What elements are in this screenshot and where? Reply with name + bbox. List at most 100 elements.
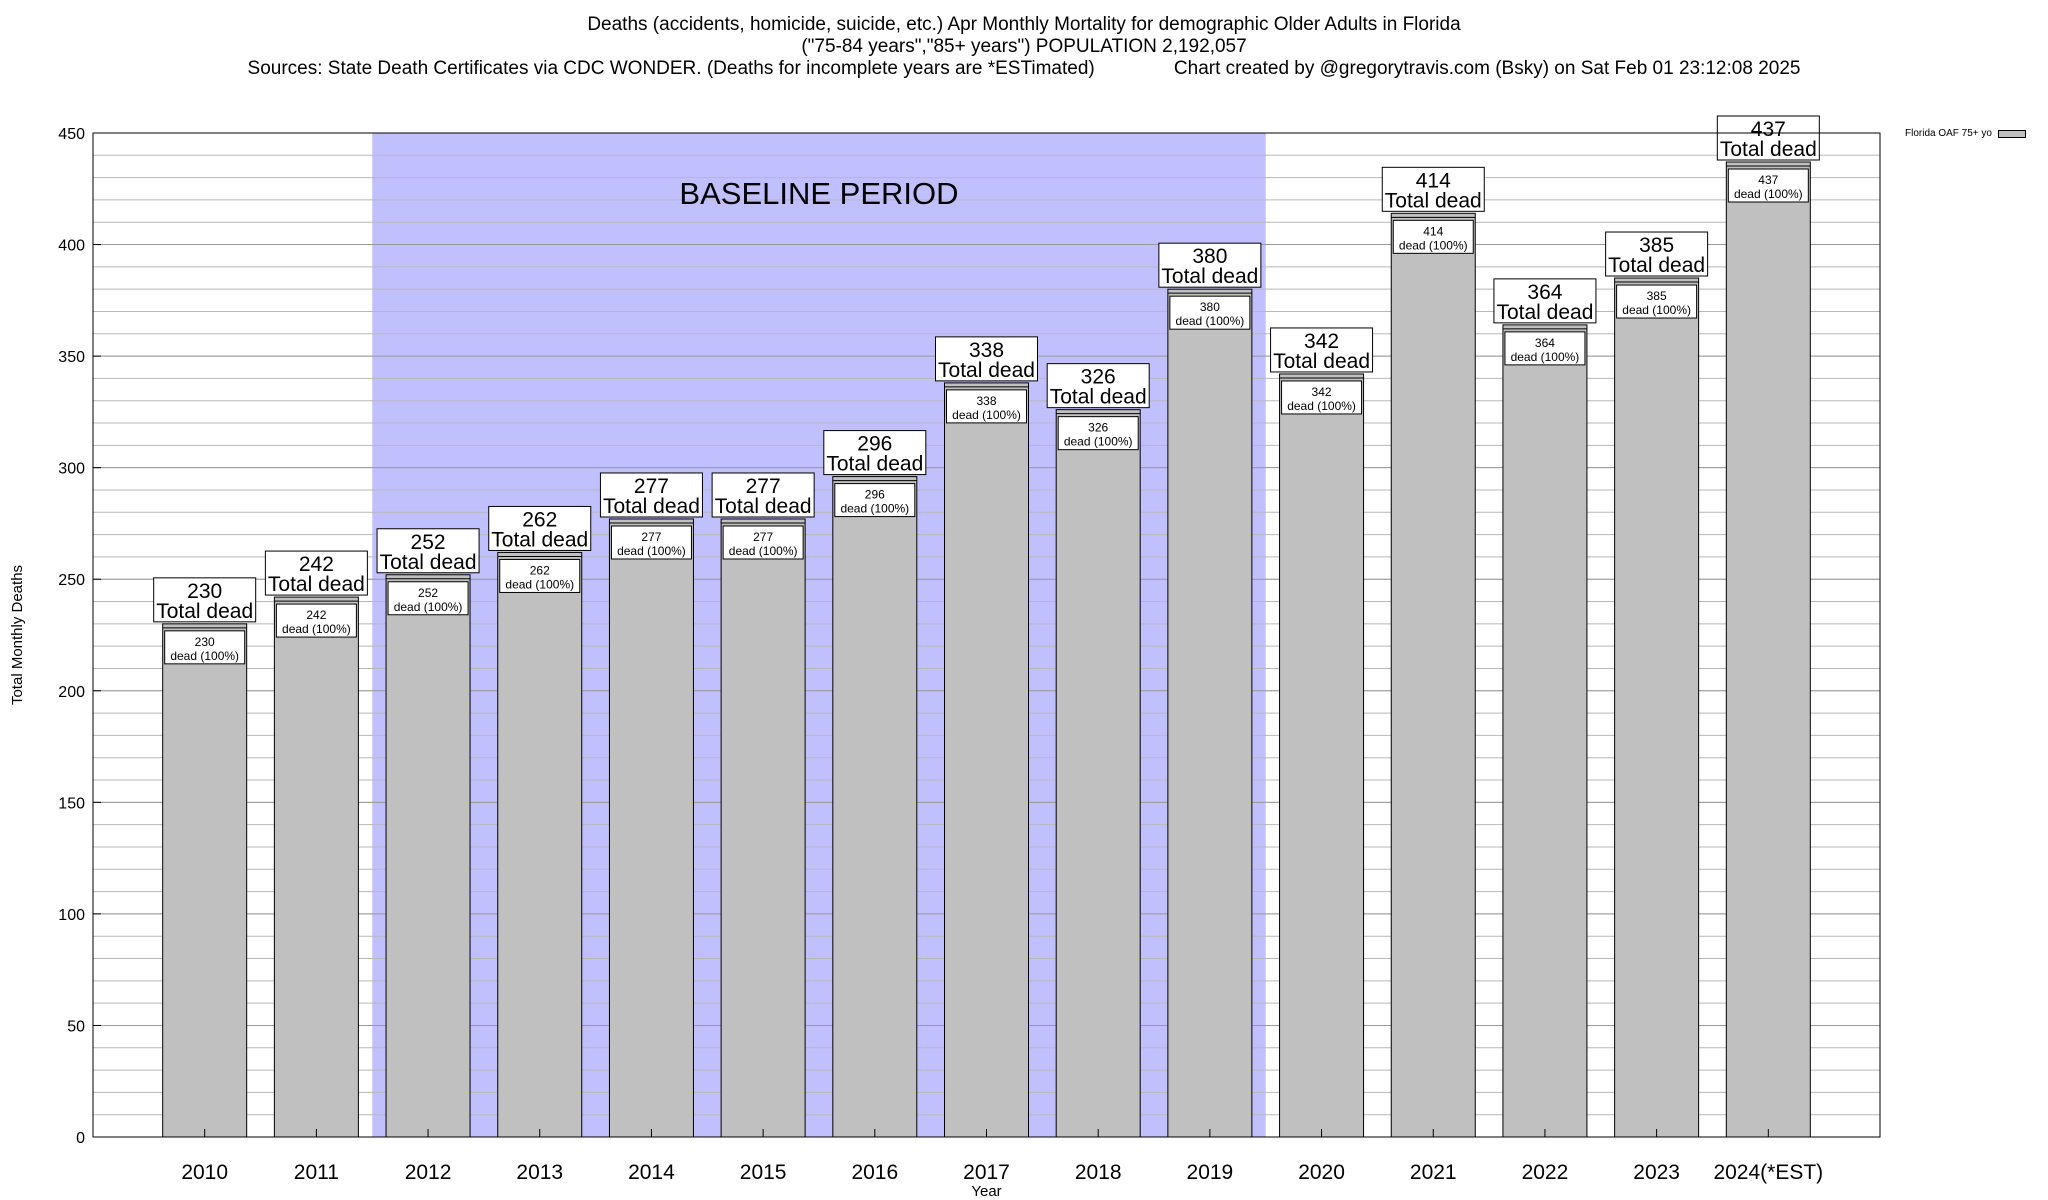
total-label-text: Total dead: [1385, 189, 1482, 212]
bar-inner-label-box: [610, 525, 692, 560]
y-tick-label: 0: [76, 1130, 85, 1147]
x-tick-label: 2017: [963, 1161, 1010, 1184]
total-label-text: Total dead: [491, 528, 588, 551]
bar: [162, 623, 248, 1138]
total-label-text: Total dead: [268, 573, 365, 596]
chart-title: Deaths (accidents, homicide, suicide, et…: [587, 14, 1461, 35]
bar-inner-label: dead (100%): [1287, 399, 1356, 413]
bar-inner-value: 242: [306, 608, 326, 622]
y-tick-label: 400: [58, 238, 85, 255]
total-label-box: [1270, 327, 1374, 373]
bar-inner-label: dead (100%): [1176, 314, 1245, 328]
total-label-value: 296: [857, 433, 892, 456]
total-label-value: 414: [1416, 169, 1451, 192]
bar-inner-label: dead (100%): [617, 544, 686, 558]
x-tick-label: 2021: [1410, 1161, 1457, 1184]
total-label-text: Total dead: [1050, 386, 1147, 409]
bar-inner-label: dead (100%): [1622, 303, 1691, 317]
bar-inner-value: 414: [1423, 224, 1443, 238]
bar-inner-label-box: [387, 581, 469, 616]
total-label-box: [935, 336, 1038, 382]
bar-inner-value: 437: [1758, 173, 1778, 187]
total-label-text: Total dead: [1720, 138, 1817, 161]
total-label-value: 242: [299, 553, 334, 576]
legend-swatch: [1997, 129, 2026, 138]
total-label-value: 380: [1192, 245, 1227, 268]
bar-inner-label-box: [1504, 331, 1586, 366]
total-label-value: 252: [411, 531, 446, 554]
bar-inner-label-box: [1169, 295, 1251, 330]
total-label-value: 385: [1639, 234, 1674, 257]
bar-inner-value: 342: [1312, 385, 1332, 399]
y-tick-label: 150: [58, 795, 85, 812]
total-label-value: 338: [969, 339, 1004, 362]
total-label-value: 262: [522, 508, 557, 531]
total-label-value: 277: [746, 475, 781, 498]
total-label-value: 364: [1527, 281, 1562, 304]
total-label-text: Total dead: [603, 495, 700, 518]
bar: [273, 596, 359, 1138]
bar-inner-label: dead (100%): [729, 544, 798, 558]
x-tick-label: 2012: [405, 1161, 452, 1184]
bar-inner-label-box: [1057, 416, 1139, 451]
bar-inner-label: dead (100%): [1064, 435, 1133, 449]
legend: Florida OAF 75+ yo: [1905, 128, 2026, 139]
x-tick-label: 2018: [1075, 1161, 1122, 1184]
bar-inner-value: 338: [976, 394, 996, 408]
x-tick-label: 2020: [1298, 1161, 1345, 1184]
bar-inner-label: dead (100%): [505, 577, 574, 591]
bar: [608, 518, 694, 1138]
total-label-box: [488, 505, 592, 551]
total-label-text: Total dead: [380, 551, 477, 574]
x-tick-label: 2011: [294, 1161, 339, 1184]
x-tick-label: 2010: [181, 1161, 228, 1184]
bar-inner-label-box: [834, 483, 916, 518]
bar-inner-label-box: [164, 630, 246, 665]
x-tick-label: 2022: [1522, 1161, 1569, 1184]
bar: [720, 518, 806, 1138]
bar-inner-value: 262: [530, 563, 550, 577]
bar-inner-label-box: [1616, 284, 1698, 319]
total-label-text: Total dead: [156, 600, 253, 623]
bar: [1055, 409, 1141, 1138]
y-tick-label: 450: [58, 126, 85, 143]
y-tick-label: 200: [58, 684, 85, 701]
bar-inner-value: 277: [753, 530, 773, 544]
total-label-box: [153, 577, 257, 623]
bar-inner-value: 296: [865, 488, 885, 502]
total-label-value: 326: [1081, 366, 1116, 389]
total-label-box: [1046, 363, 1150, 409]
bar-inner-value: 230: [195, 635, 215, 649]
total-label-box: [1716, 115, 1820, 161]
x-tick-label: 2023: [1633, 1161, 1680, 1184]
bar-inner-label-box: [275, 603, 357, 638]
bar-inner-value: 277: [641, 530, 661, 544]
total-label-text: Total dead: [1496, 301, 1593, 324]
y-tick-label: 350: [58, 349, 85, 366]
total-label-box: [1381, 166, 1485, 212]
bar-inner-label-box: [722, 525, 804, 560]
chart-subtitle: ("75-84 years","85+ years") POPULATION 2…: [801, 36, 1247, 57]
total-label-value: 230: [187, 580, 222, 603]
x-tick-label: 2014: [628, 1161, 675, 1184]
total-label-box: [1158, 242, 1262, 288]
x-tick-label: 2016: [851, 1161, 898, 1184]
total-label-text: Total dead: [715, 495, 812, 518]
bar: [1725, 161, 1811, 1138]
total-label-box: [599, 472, 703, 518]
total-label-text: Total dead: [1273, 350, 1370, 373]
x-tick-label: 2019: [1187, 1161, 1234, 1184]
plot-border: [92, 132, 1881, 1138]
total-label-box: [1493, 278, 1597, 324]
bar: [832, 476, 918, 1138]
bar: [1167, 288, 1253, 1138]
total-label-box: [264, 550, 368, 596]
bar-inner-label: dead (100%): [282, 622, 351, 636]
bar-inner-label-box: [1281, 380, 1363, 415]
bar-inner-value: 385: [1647, 289, 1667, 303]
bar-inner-label: dead (100%): [840, 502, 909, 516]
chart-title-block: Deaths (accidents, homicide, suicide, et…: [0, 14, 2048, 80]
y-tick-label: 50: [67, 1018, 85, 1035]
bar-inner-label-box: [499, 558, 581, 593]
